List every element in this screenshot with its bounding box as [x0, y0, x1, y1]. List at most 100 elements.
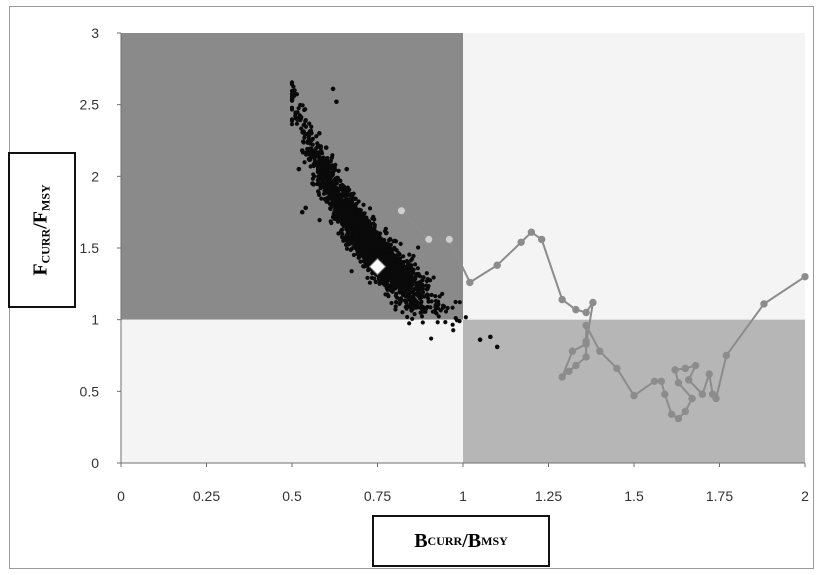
scatter-point	[319, 151, 325, 156]
scatter-point	[385, 269, 390, 274]
scatter-point	[309, 124, 314, 129]
scatter-point	[348, 247, 353, 253]
scatter-point	[322, 175, 327, 180]
scatter-outlier	[330, 86, 336, 92]
scatter-point	[385, 287, 390, 292]
scatter-point	[331, 211, 336, 217]
scatter-point	[367, 206, 373, 211]
scatter-point	[352, 230, 357, 235]
tick-labels: 0 0.25 0.5 0.75 1 1.25 1.5 1.75 2 0 0.5 1 1.5 2 2.5 3	[80, 25, 810, 504]
scatter-point	[336, 168, 341, 173]
trajectory-point	[589, 298, 597, 307]
trajectory-point	[572, 361, 580, 370]
trajectory-point	[674, 379, 683, 387]
scatter-point	[380, 253, 386, 258]
trajectory-point	[527, 228, 536, 236]
scatter-point	[322, 171, 327, 177]
scatter-point	[412, 262, 418, 267]
trajectory-point	[801, 272, 809, 281]
x-tick-label: 1.5	[624, 488, 644, 504]
scatter-point	[347, 197, 352, 202]
scatter-point	[408, 305, 414, 311]
scatter-point	[326, 189, 331, 195]
scatter-outlier	[303, 205, 308, 211]
quadrant-layer	[121, 33, 805, 463]
y-tick-label: 1	[91, 312, 99, 328]
scatter-point	[326, 170, 332, 175]
scatter-point	[332, 181, 337, 186]
scatter-point	[298, 118, 303, 123]
scatter-point	[301, 139, 306, 144]
y-tick-label: 2.5	[80, 97, 100, 113]
scatter-point	[417, 274, 423, 279]
scatter-point	[457, 300, 462, 305]
scatter-point	[419, 314, 425, 319]
scatter-point	[365, 227, 370, 232]
scatter-point	[316, 143, 322, 148]
scatter-point	[425, 296, 431, 301]
scatter-point	[348, 206, 354, 211]
highlight-layer	[368, 257, 387, 276]
current-estimate-marker	[368, 257, 387, 276]
trajectory-point	[572, 305, 580, 314]
trajectory-point	[630, 391, 638, 400]
scatter-point	[388, 286, 393, 291]
trajectory-point	[558, 295, 566, 304]
scatter-point	[358, 219, 363, 224]
scatter-outlier	[344, 166, 350, 172]
scatter-point	[350, 214, 356, 220]
scatter-point	[315, 167, 321, 172]
y-tick-label: 0.5	[80, 383, 100, 399]
scatter-point	[293, 91, 298, 96]
scatter-point	[426, 293, 431, 298]
scatter-point	[353, 196, 358, 201]
scatter-point	[367, 219, 372, 224]
x-tick-label: 1.25	[535, 488, 562, 504]
scatter-point	[363, 216, 369, 221]
y-title-sub2: MSY	[39, 184, 53, 211]
trajectory-point	[582, 321, 590, 330]
scatter-point	[330, 191, 335, 196]
trajectory-point	[667, 410, 676, 418]
scatter-point	[399, 279, 404, 285]
trajectory-point	[657, 377, 666, 385]
scatter-point	[406, 297, 411, 302]
y-tick-label: 1.5	[80, 240, 100, 256]
scatter-point	[326, 160, 331, 166]
scatter-point	[385, 278, 390, 284]
scatter-point	[361, 202, 366, 207]
scatter-point	[289, 107, 295, 112]
scatter-point	[324, 186, 329, 191]
scatter-point	[350, 194, 355, 200]
scatter-point	[306, 152, 311, 157]
scatter-point	[318, 159, 323, 164]
scatter-point	[336, 210, 341, 215]
scatter-point	[348, 231, 353, 236]
scatter-point	[412, 311, 417, 317]
scatter-point	[404, 259, 410, 264]
scatter-point	[416, 245, 421, 250]
scatter-point	[433, 309, 438, 315]
scatter-point	[391, 258, 397, 263]
quadrant-not-overfishing-not-overfished	[463, 319, 805, 463]
scatter-point	[346, 225, 351, 230]
scatter-point	[429, 292, 434, 298]
scatter-point	[308, 164, 313, 169]
quadrant-overfishing-not-overfished	[463, 33, 805, 320]
scatter-point	[429, 299, 434, 304]
scatter-point	[434, 303, 439, 308]
scatter-point	[358, 259, 363, 264]
scatter-point	[307, 121, 312, 126]
scatter-point	[443, 309, 449, 314]
scatter-point	[440, 291, 445, 296]
axes-layer	[117, 32, 806, 467]
scatter-point	[331, 170, 336, 175]
scatter-point	[436, 314, 441, 319]
scatter-point	[342, 188, 347, 193]
scatter-point	[312, 158, 317, 163]
scatter-point	[352, 242, 357, 247]
trajectory-point	[565, 367, 573, 375]
scatter-point	[344, 246, 350, 251]
scatter-point	[365, 275, 370, 280]
x-tick-label: 0.75	[364, 488, 391, 504]
